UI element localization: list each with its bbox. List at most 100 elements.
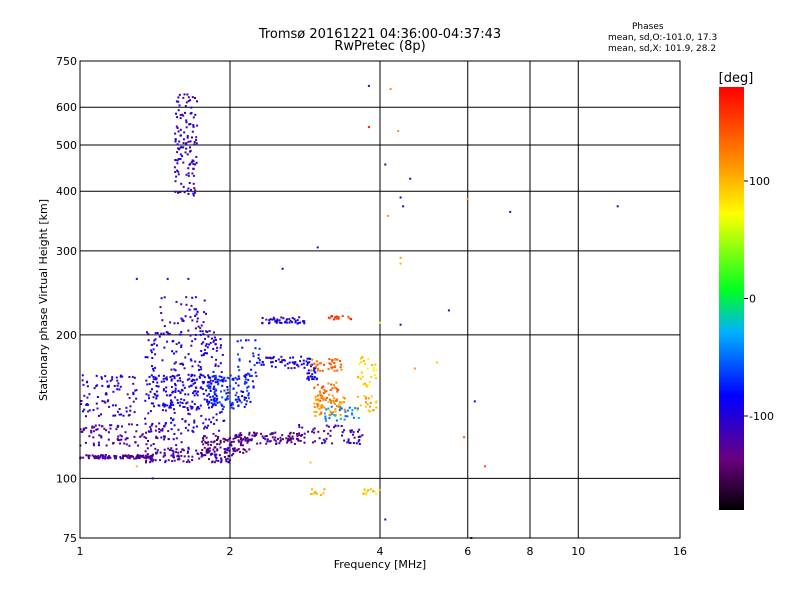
data-point [243, 405, 246, 408]
data-point [85, 415, 87, 418]
data-point [176, 322, 179, 325]
data-point [365, 493, 368, 496]
data-point [333, 383, 335, 386]
data-point [206, 331, 209, 333]
data-point [174, 190, 177, 193]
data-point [175, 100, 178, 103]
data-point [349, 429, 352, 432]
data-point [292, 356, 295, 359]
data-point [209, 387, 212, 390]
data-point [326, 396, 329, 399]
data-point [329, 398, 331, 401]
data-point [155, 451, 158, 454]
data-point [186, 407, 189, 409]
data-point [81, 374, 84, 377]
data-point [311, 373, 314, 376]
data-point [312, 378, 315, 381]
data-point [207, 386, 210, 389]
data-point [271, 432, 274, 435]
data-point [344, 410, 347, 413]
data-point [216, 381, 219, 383]
data-point [188, 460, 191, 463]
data-point [174, 384, 177, 387]
data-point [155, 436, 158, 439]
data-point [285, 321, 288, 324]
data-point [201, 380, 204, 383]
data-point [241, 444, 244, 447]
data-point [164, 454, 167, 457]
data-point [375, 492, 378, 495]
data-point [175, 300, 178, 303]
data-point [214, 378, 216, 381]
data-point [213, 453, 216, 456]
data-point [159, 306, 162, 309]
data-point [277, 437, 279, 440]
data-point [178, 458, 181, 461]
data-point [181, 113, 183, 116]
data-point [173, 459, 176, 462]
data-point [106, 385, 109, 388]
data-point [213, 391, 216, 394]
data-point [202, 382, 205, 385]
phases-heading: Phases [632, 22, 664, 32]
data-point [179, 391, 182, 394]
data-point [189, 140, 192, 143]
data-point [206, 400, 209, 403]
data-point [203, 348, 206, 351]
data-point [226, 388, 229, 391]
data-point [250, 438, 253, 441]
data-point [210, 402, 213, 404]
data-point [90, 431, 93, 434]
data-point [87, 455, 90, 458]
data-point [367, 358, 370, 360]
data-point [122, 454, 125, 457]
data-point [162, 435, 165, 438]
data-point [292, 361, 295, 364]
data-point [357, 440, 360, 443]
data-point [105, 429, 108, 432]
data-point [171, 401, 174, 404]
data-point [191, 429, 194, 432]
data-point [218, 443, 221, 446]
data-point [202, 381, 205, 383]
data-point [195, 425, 198, 428]
data-point [368, 381, 371, 384]
data-point [204, 352, 207, 355]
data-point [119, 457, 122, 460]
data-point [229, 401, 232, 404]
data-point [111, 378, 114, 381]
data-point [341, 315, 344, 318]
data-point [204, 337, 206, 340]
data-point [133, 376, 136, 379]
data-point [127, 414, 130, 417]
data-point [175, 175, 178, 178]
data-point [179, 157, 182, 160]
data-point [151, 457, 154, 460]
data-point [242, 437, 245, 440]
data-point [191, 406, 194, 409]
data-point [214, 434, 217, 437]
data-point [191, 400, 194, 403]
data-point [334, 408, 337, 411]
data-point [261, 361, 264, 364]
data-point [101, 425, 104, 428]
data-point [291, 321, 294, 324]
data-point [176, 455, 179, 458]
data-point [194, 163, 197, 166]
data-point [189, 162, 192, 165]
data-point [369, 488, 372, 491]
data-point [145, 431, 147, 434]
data-point [182, 460, 185, 463]
data-point [186, 93, 189, 96]
data-point [202, 443, 205, 446]
data-point [173, 375, 176, 378]
data-point [191, 319, 194, 322]
data-point [119, 385, 122, 388]
data-point [200, 368, 203, 371]
data-point [136, 453, 139, 456]
data-point [215, 389, 218, 392]
data-point [237, 404, 240, 407]
data-point [220, 403, 223, 406]
data-point [221, 384, 224, 387]
data-point [213, 375, 216, 378]
